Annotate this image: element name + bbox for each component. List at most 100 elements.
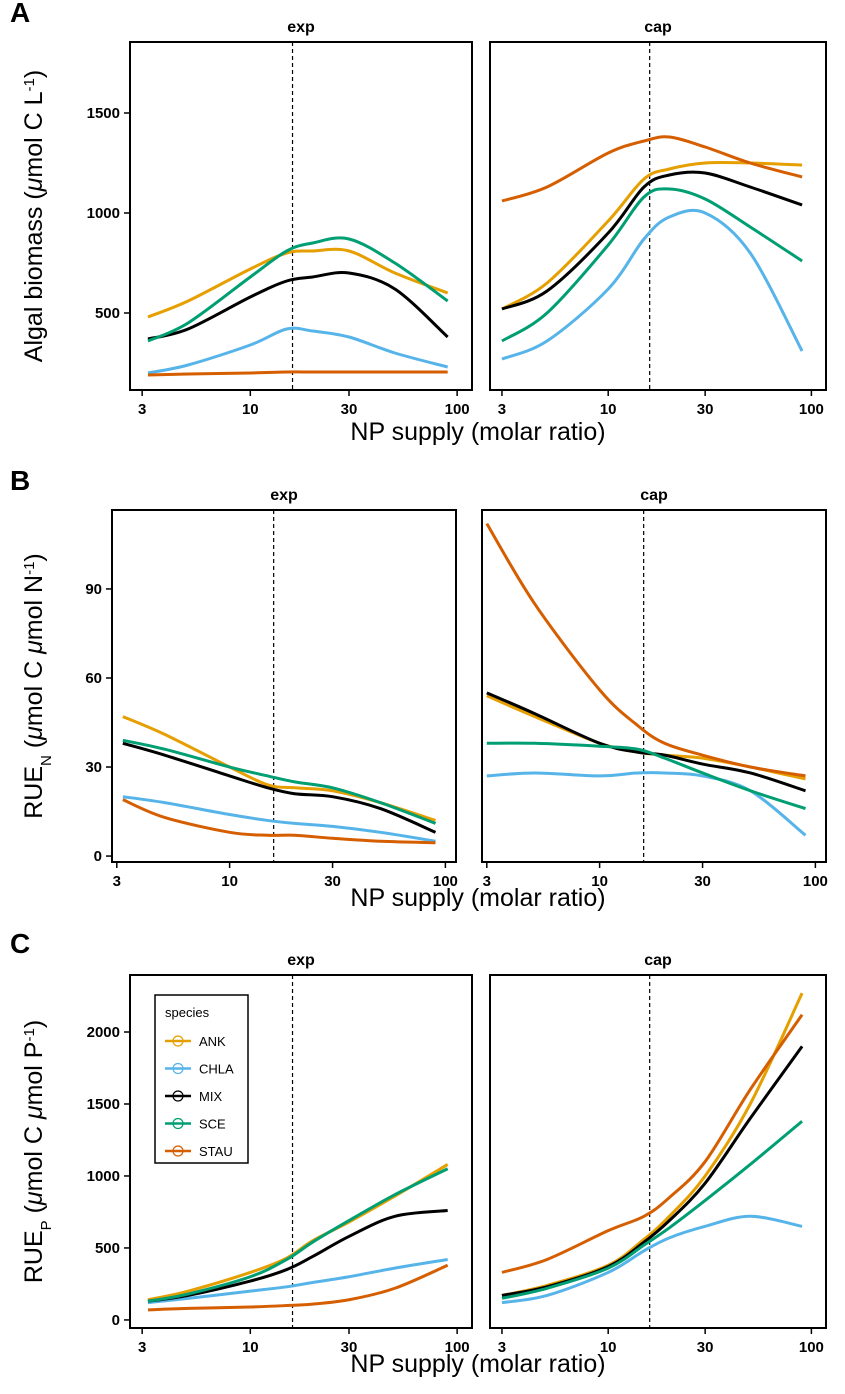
- x-tick-label: 3: [483, 873, 491, 890]
- y-label-part: μ: [20, 1191, 48, 1206]
- y-tick-label: 1000: [87, 1168, 120, 1185]
- series-line: [501, 187, 803, 343]
- y-tick-label: 0: [94, 848, 102, 865]
- legend-marker: [172, 1062, 184, 1075]
- series-line: [501, 208, 804, 361]
- y-label-part: RUE: [20, 766, 48, 819]
- x-tick-label: 10: [600, 1339, 617, 1356]
- series-line: [122, 738, 437, 825]
- panel-title: cap: [644, 19, 672, 36]
- series-line: [147, 1163, 449, 1302]
- legend-marker: [172, 1090, 184, 1102]
- panel-label: A: [10, 0, 30, 28]
- series-line: [501, 1013, 804, 1274]
- series-line: [147, 1257, 448, 1305]
- series-line: [486, 741, 806, 811]
- y-label-part: (: [20, 1204, 48, 1220]
- y-tick-label: 1000: [87, 205, 120, 222]
- series-line: [486, 694, 806, 781]
- series-line: [122, 795, 436, 843]
- y-label-part: ): [20, 70, 48, 78]
- y-tick-label: 0: [112, 1312, 120, 1329]
- panel: exp A NP supply (molar ratio) Algal biomass…: [10, 0, 606, 446]
- y-axis-label: RUEP (μmol C μmol P-1): [20, 1020, 55, 1283]
- series-line: [501, 170, 803, 311]
- x-tick-label: 10: [591, 873, 608, 890]
- x-tick-label: 3: [498, 1339, 506, 1356]
- x-tick-label: 30: [697, 1339, 714, 1356]
- panel: cap 3 10 30 100: [489, 19, 827, 418]
- panel-title: cap: [640, 487, 668, 504]
- y-label-part: μ: [20, 726, 48, 741]
- series-line: [501, 135, 803, 203]
- series-line: [147, 1209, 448, 1303]
- y-tick-label: 2000: [87, 1024, 120, 1041]
- x-tick-label: 3: [138, 1339, 146, 1356]
- panel-title: exp: [287, 952, 315, 969]
- x-tick-label: 3: [498, 401, 506, 418]
- y-tick-label: 500: [95, 305, 120, 322]
- series-line: [147, 1167, 449, 1303]
- legend-marker: [172, 1117, 184, 1130]
- y-label-part: μ: [20, 177, 48, 192]
- legend-marker: [172, 1035, 184, 1047]
- x-tick-label: 10: [242, 1339, 259, 1356]
- y-label-part: P: [38, 1220, 55, 1230]
- y-tick-label: 60: [85, 670, 102, 687]
- panel-title: exp: [270, 487, 298, 504]
- series-line: [501, 160, 803, 311]
- x-tick-label: 3: [138, 401, 146, 418]
- series-line: [485, 522, 806, 778]
- x-tick-label: 100: [433, 873, 458, 890]
- panel-frame: [481, 509, 827, 863]
- y-label-part: μ: [20, 1105, 48, 1120]
- legend-marker: [172, 1145, 184, 1157]
- legend-label: MIX: [199, 1089, 222, 1104]
- panel: cap 3 10 30 100: [481, 487, 828, 890]
- x-tick-label: 3: [113, 873, 121, 890]
- panel-title: cap: [644, 952, 672, 969]
- y-tick-label: 90: [85, 581, 102, 598]
- y-label-part: N: [38, 755, 55, 766]
- y-label-part: mol P: [20, 1042, 48, 1106]
- panel-title: exp: [287, 19, 315, 36]
- series-line: [486, 771, 807, 837]
- y-tick-label: 1500: [87, 105, 120, 122]
- x-tick-label: 100: [445, 1339, 470, 1356]
- x-axis-label: NP supply (molar ratio): [350, 884, 605, 912]
- y-label-part: Algal biomass (: [20, 191, 48, 363]
- legend-box: [154, 994, 249, 1164]
- y-label-part: mol N: [20, 575, 48, 640]
- x-tick-label: 30: [341, 1339, 358, 1356]
- x-tick-label: 100: [445, 401, 470, 418]
- series-line: [147, 370, 448, 377]
- series-line: [147, 236, 449, 343]
- panel-frame: [129, 974, 473, 1329]
- x-tick-label: 10: [600, 401, 617, 418]
- y-label-part: μ: [20, 640, 48, 655]
- x-tick-label: 30: [694, 873, 711, 890]
- legend-label: CHLA: [199, 1062, 234, 1077]
- y-label-part: -1: [21, 78, 38, 91]
- legend-title: species: [165, 1005, 210, 1020]
- series-line: [122, 741, 437, 834]
- y-axis-label: RUEN (μmol C μmol N-1): [20, 553, 55, 819]
- series-line: [147, 247, 449, 319]
- x-tick-label: 30: [341, 401, 358, 418]
- y-label-part: -1: [21, 1028, 38, 1041]
- panel-label: B: [10, 465, 30, 496]
- series-line: [147, 1263, 449, 1312]
- series-line: [147, 271, 449, 341]
- y-tick-label: 1500: [87, 1096, 120, 1113]
- x-tick-label: 30: [324, 873, 341, 890]
- series-line: [122, 798, 436, 845]
- panel-frame: [111, 509, 457, 863]
- x-axis-label: NP supply (molar ratio): [350, 1350, 605, 1378]
- x-tick-label: 100: [799, 401, 824, 418]
- y-label-part: mol C: [20, 654, 48, 726]
- y-label-part: ): [20, 553, 48, 561]
- legend-label: SCE: [199, 1117, 226, 1132]
- panel: exp B NP supply (molar ratio) RUEN (μmol C …: [10, 465, 606, 912]
